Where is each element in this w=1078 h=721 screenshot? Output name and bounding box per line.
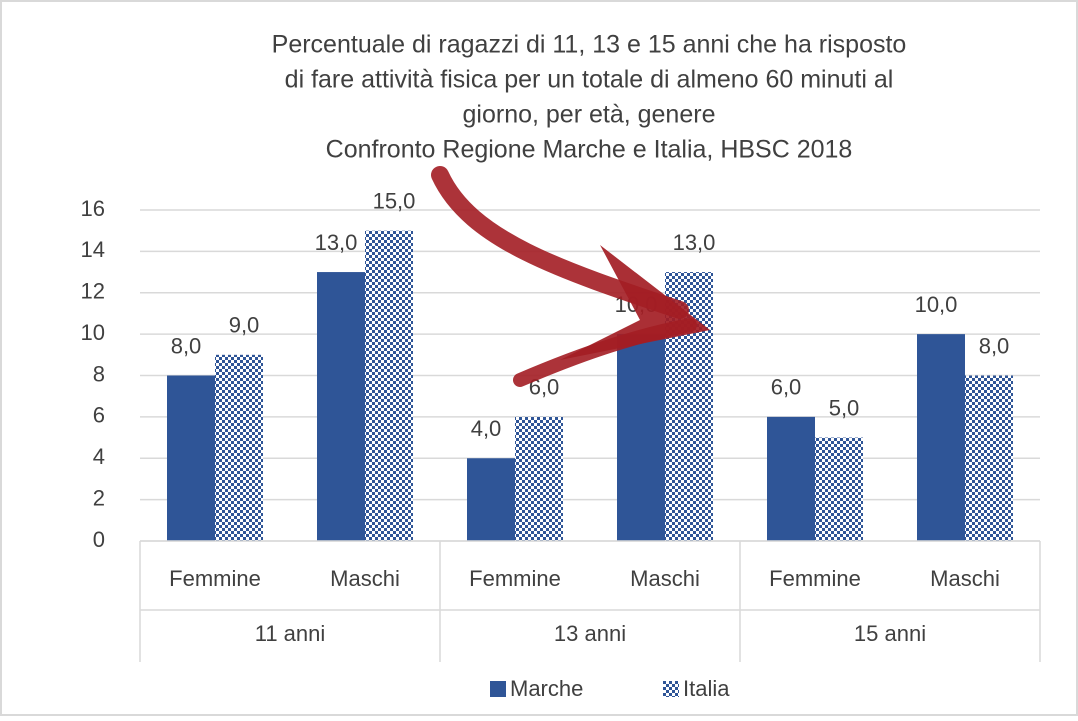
bar: [815, 438, 863, 541]
y-tick-label: 4: [93, 444, 105, 469]
value-label: 8,0: [171, 333, 202, 358]
legend-swatch: [663, 681, 679, 697]
legend-label: Marche: [510, 676, 583, 701]
bar: [917, 334, 965, 541]
value-label: 10,0: [915, 292, 958, 317]
bar: [515, 417, 563, 541]
chart-subtitle: Confronto Regione Marche e Italia, HBSC …: [326, 136, 853, 164]
chart-title: Percentuale di ragazzi di 11, 13 e 15 an…: [272, 31, 907, 59]
bar: [617, 334, 665, 541]
value-label: 15,0: [373, 189, 416, 214]
chart-title: giorno, per età, genere: [463, 101, 716, 129]
chart-title: di fare attività fisica per un totale di…: [285, 66, 894, 94]
bar: [965, 376, 1013, 542]
value-label: 9,0: [229, 313, 260, 338]
y-tick-label: 10: [81, 320, 105, 345]
value-label: 13,0: [315, 230, 358, 255]
value-label: 13,0: [673, 230, 716, 255]
bar: [365, 231, 413, 541]
x-tick-label: Femmine: [169, 566, 261, 591]
bar: [317, 272, 365, 541]
value-label: 6,0: [771, 375, 802, 400]
y-tick-label: 8: [93, 361, 105, 386]
x-tick-label: Femmine: [469, 566, 561, 591]
y-tick-label: 12: [81, 279, 105, 304]
value-label: 5,0: [829, 395, 860, 420]
x-tick-label: Maschi: [930, 566, 1000, 591]
y-tick-label: 14: [81, 237, 105, 262]
value-label: 8,0: [979, 333, 1010, 358]
bar: [167, 376, 215, 542]
chart: Percentuale di ragazzi di 11, 13 e 15 an…: [0, 0, 1078, 716]
x-tick-label: Maschi: [330, 566, 400, 591]
group-label: 15 anni: [854, 621, 926, 646]
group-label: 11 anni: [255, 621, 326, 646]
legend-label: Italia: [683, 676, 730, 701]
bar: [767, 417, 815, 541]
bar: [215, 355, 263, 541]
legend-swatch: [490, 681, 506, 697]
y-tick-label: 2: [93, 485, 105, 510]
y-tick-label: 6: [93, 403, 105, 428]
x-tick-label: Femmine: [769, 566, 861, 591]
y-tick-label: 0: [93, 527, 105, 552]
value-label: 4,0: [471, 416, 502, 441]
y-tick-label: 16: [81, 196, 105, 221]
group-label: 13 anni: [554, 621, 626, 646]
x-tick-label: Maschi: [630, 566, 700, 591]
bar: [467, 458, 515, 541]
